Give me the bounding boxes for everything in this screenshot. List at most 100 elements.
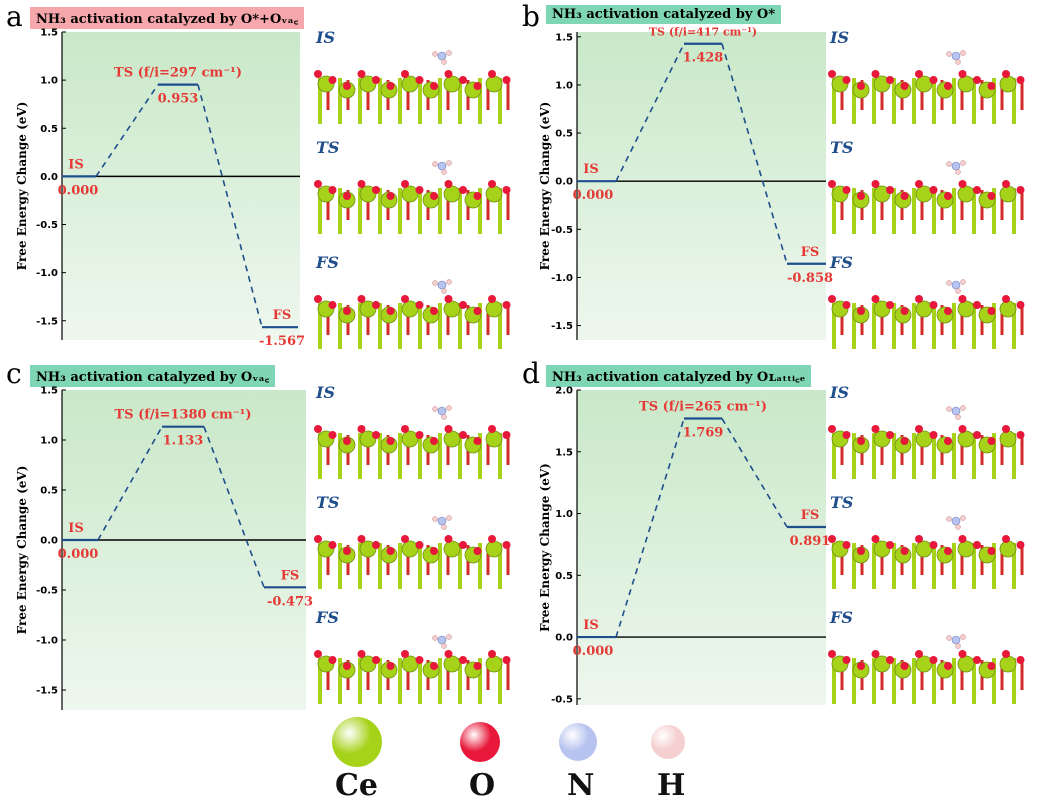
value-label: 0.000 xyxy=(573,188,614,203)
structure-label-b-1: TS xyxy=(830,138,854,157)
legend-label-n: N xyxy=(567,768,595,803)
structure-label-a-2: FS xyxy=(316,253,339,272)
slab-structure-b-1 xyxy=(828,160,1025,234)
y-axis-label: Free Energy Change (eV) xyxy=(538,463,552,632)
y-tick-label: 0.5 xyxy=(555,571,573,582)
state-label: TS (f/i=265 cm⁻¹) xyxy=(639,400,767,415)
legend-label-h: H xyxy=(657,768,686,803)
slab-structure-c-0 xyxy=(314,405,511,479)
slab-structure-d-1 xyxy=(828,515,1025,589)
state-label: FS xyxy=(801,508,820,523)
chart-a-plot: 1.5 1.0 0.5 0.0 -0.5 -1.0 -1.5 Free Energy Chan… xyxy=(15,28,305,350)
y-tick-label: 1.0 xyxy=(40,436,58,447)
value-label: 0.000 xyxy=(573,644,614,659)
energy-connector xyxy=(197,84,263,328)
y-tick-label: 1.0 xyxy=(40,76,58,87)
panel-d-letter: d xyxy=(522,357,540,390)
legend-atom-n xyxy=(559,723,597,761)
slab-structure-b-2 xyxy=(828,279,1025,349)
slab-structure-a-2 xyxy=(314,279,511,349)
value-label: 1.769 xyxy=(683,426,724,441)
energy-connector xyxy=(721,43,788,264)
value-label: -1.567 xyxy=(259,334,305,349)
state-label: IS xyxy=(68,157,83,172)
slab-structure-c-1 xyxy=(314,515,511,589)
y-tick-label: -0.5 xyxy=(551,225,573,236)
y-tick-label: 2.0 xyxy=(555,386,573,397)
chart-b-plot: 1.5 1.0 0.5 0.0 -0.5 -1.0 -1.5 Free Energy Chan… xyxy=(538,26,833,340)
y-tick-label: -1.5 xyxy=(36,686,58,697)
value-label: 1.428 xyxy=(683,51,724,66)
structure-label-c-0: IS xyxy=(316,383,336,402)
y-tick-label: 1.5 xyxy=(555,32,573,43)
y-tick-label: -1.0 xyxy=(551,273,573,284)
y-tick-label: 1.5 xyxy=(555,447,573,458)
y-tick-label: -0.5 xyxy=(551,694,573,705)
value-label: -0.473 xyxy=(267,594,313,609)
value-label: 0.953 xyxy=(158,92,199,107)
chart-d-plot: 2.0 1.5 1.0 0.5 0.0 -0.5 Free Energy Change (e… xyxy=(538,386,830,706)
value-label: 0.891 xyxy=(790,534,831,549)
structure-label-c-2: FS xyxy=(316,608,339,627)
legend-atom-ce xyxy=(332,717,382,767)
energy-connector xyxy=(615,43,685,182)
legend-label-ce: Ce xyxy=(335,768,378,803)
y-tick-label: -1.0 xyxy=(36,268,58,279)
value-label: 0.000 xyxy=(58,547,99,562)
structure-label-c-1: TS xyxy=(316,493,340,512)
energy-connector xyxy=(95,84,159,177)
plot-area xyxy=(62,32,300,340)
legend-atom-h xyxy=(651,725,685,759)
slab-structure-b-0 xyxy=(828,50,1025,124)
y-tick-label: -1.5 xyxy=(36,316,58,327)
slab-structure-d-2 xyxy=(828,634,1025,704)
slab-structure-d-0 xyxy=(828,405,1025,479)
y-axis-label: Free Energy Change (eV) xyxy=(538,102,552,271)
state-label: FS xyxy=(281,568,300,583)
legend-label-o: O xyxy=(469,768,496,803)
panel-a-title: NH₃ activation catalyzed by O*+Oᵥₐ꜀ xyxy=(30,7,305,29)
state-label: IS xyxy=(583,618,598,633)
panel-d-title: NH₃ activation catalyzed by Oʟₐₜₜᵢ꜀ₑ xyxy=(546,365,812,387)
state-label: IS xyxy=(68,521,83,536)
panel-c-title: NH₃ activation catalyzed by Oᵥₐ꜀ xyxy=(30,365,276,387)
y-tick-label: -0.5 xyxy=(36,586,58,597)
energy-connector xyxy=(615,418,685,638)
value-label: 1.133 xyxy=(163,434,204,449)
state-label: FS xyxy=(273,308,292,323)
structure-label-a-1: TS xyxy=(316,138,340,157)
structure-label-d-1: TS xyxy=(830,493,854,512)
y-tick-label: 0.5 xyxy=(40,486,58,497)
y-tick-label: 1.0 xyxy=(555,80,573,91)
state-label: IS xyxy=(583,162,598,177)
structure-label-d-2: FS xyxy=(830,608,853,627)
panel-b-letter: b xyxy=(522,0,540,33)
value-label: -0.858 xyxy=(787,271,833,286)
value-label: 0.000 xyxy=(58,183,99,198)
slab-structure-a-1 xyxy=(314,160,511,234)
y-tick-label: 0.5 xyxy=(40,124,58,135)
y-tick-label: 0.0 xyxy=(555,177,573,188)
plot-area xyxy=(577,32,826,340)
structure-label-d-0: IS xyxy=(830,383,850,402)
legend-atom-o xyxy=(460,722,500,762)
y-tick-label: -1.5 xyxy=(551,321,573,332)
slab-structure-c-2 xyxy=(314,634,511,704)
y-tick-label: 1.5 xyxy=(40,28,58,39)
y-tick-label: -1.0 xyxy=(36,636,58,647)
structure-label-a-0: IS xyxy=(316,28,336,47)
state-label: FS xyxy=(801,245,820,260)
chart-c-plot: 1.5 1.0 0.5 0.0 -0.5 -1.0 -1.5 Free Energy Chan… xyxy=(15,386,313,710)
structure-label-b-2: FS xyxy=(830,253,853,272)
y-tick-label: 1.5 xyxy=(40,386,58,397)
plot-area xyxy=(62,390,306,710)
y-axis-label: Free Energy Change (eV) xyxy=(15,102,29,271)
y-axis-label: Free Energy Change (eV) xyxy=(15,466,29,635)
y-tick-label: 0.0 xyxy=(40,536,58,547)
panel-a-letter: a xyxy=(6,0,23,33)
state-label: TS (f/i=297 cm⁻¹) xyxy=(114,66,242,81)
y-tick-label: 0.5 xyxy=(555,129,573,140)
plot-area xyxy=(577,390,826,705)
y-tick-label: 0.0 xyxy=(40,172,58,183)
